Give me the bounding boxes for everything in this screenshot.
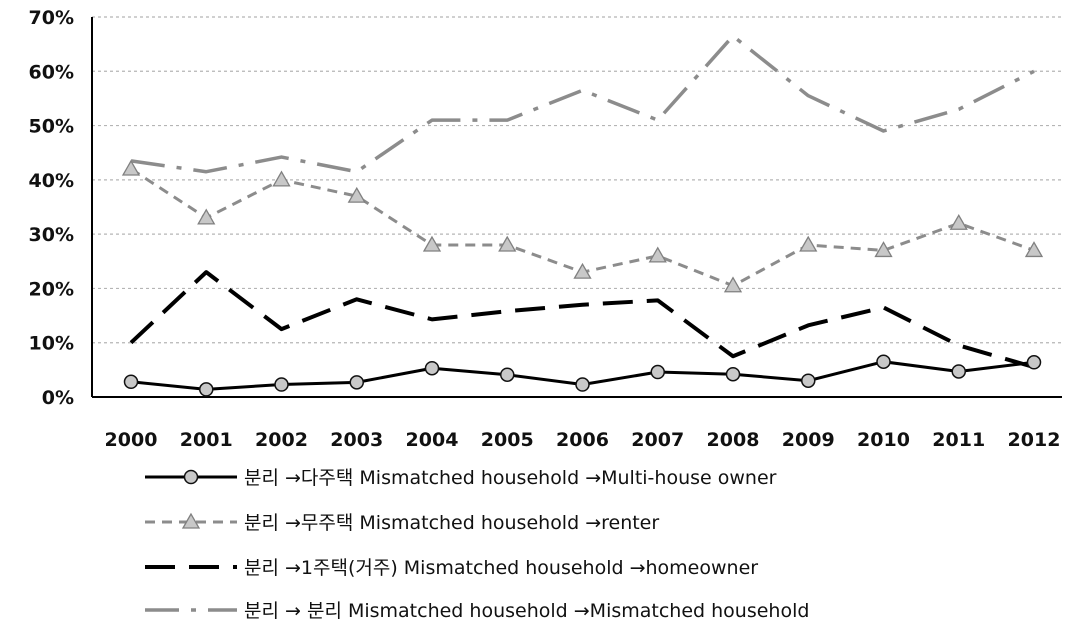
data-point [272, 170, 291, 187]
data-point-legend [183, 469, 199, 485]
series-line [130, 34, 1035, 174]
series-2 [121, 159, 1044, 293]
x-tick-label: 2001 [180, 429, 233, 451]
data-point [424, 360, 440, 376]
x-tick-label: 2010 [857, 429, 910, 451]
data-point [1026, 355, 1042, 370]
x-tick-label: 2009 [782, 429, 835, 451]
data-point-legend [181, 512, 201, 529]
x-tick-labels: 2000 2001 2002 2003 2004 2005 2006 2007 2008 2009… [105, 429, 1061, 451]
data-point [801, 373, 816, 388]
y-tick-label: 10% [29, 333, 74, 355]
x-tick-label: 2004 [406, 429, 459, 451]
y-tick-label: 20% [29, 278, 74, 300]
x-tick-label: 2000 [105, 429, 158, 451]
legend-item: 분리 →1주택(거주) Mismatched household →homeow… [145, 557, 758, 579]
y-tick-label: 50% [29, 116, 74, 138]
data-point [575, 377, 590, 392]
data-point [799, 235, 818, 252]
data-point [347, 186, 366, 203]
data-point [349, 375, 364, 390]
legend-item: 분리 → 분리 Mismatched household →Mismatched… [145, 600, 809, 622]
data-point [1024, 241, 1044, 258]
x-tick-label: 2003 [330, 429, 383, 451]
data-point [949, 213, 968, 230]
series-line [129, 270, 1035, 370]
series-group [121, 34, 1044, 397]
data-point [723, 276, 743, 293]
y-tick-labels: 0% 10% 20% 30% 40% 50% 60% 70% [29, 7, 74, 409]
y-tick-label: 70% [29, 7, 74, 29]
legend-label: 분리 →1주택(거주) Mismatched household →homeow… [244, 557, 758, 579]
legend-item: 분리 →무주택 Mismatched household →renter [145, 512, 659, 534]
legend-label: 분리 →무주택 Mismatched household →renter [244, 512, 659, 534]
x-tick-label: 2005 [481, 429, 534, 451]
y-tick-label: 40% [29, 170, 74, 192]
x-tick-label: 2007 [631, 429, 684, 451]
series-3 [129, 270, 1035, 370]
y-tick-label: 30% [29, 224, 74, 246]
series-1 [123, 354, 1042, 397]
x-tick-label: 2011 [932, 429, 985, 451]
series-4 [130, 34, 1035, 174]
data-point [876, 354, 891, 369]
data-point [650, 364, 665, 380]
data-point [121, 159, 141, 176]
x-tick-label: 2008 [707, 429, 760, 451]
y-tick-label: 0% [42, 387, 74, 409]
data-point [422, 235, 442, 252]
y-tick-label: 60% [29, 61, 74, 83]
x-tick-label: 2012 [1008, 429, 1061, 451]
data-point [725, 366, 741, 382]
data-point [500, 367, 515, 382]
data-point [951, 364, 966, 379]
data-point [648, 246, 667, 263]
legend-label: 분리 →다주택 Mismatched household →Multi-hous… [244, 467, 777, 489]
data-point [573, 262, 592, 279]
data-point [199, 382, 214, 397]
x-tick-label: 2002 [255, 429, 308, 451]
data-point [123, 374, 139, 390]
data-point [874, 241, 893, 258]
legend-item: 분리 →다주택 Mismatched household →Multi-hous… [145, 467, 777, 489]
data-point [498, 235, 517, 252]
x-tick-label: 2006 [556, 429, 609, 451]
data-point [274, 377, 289, 392]
legend: 분리 →다주택 Mismatched household →Multi-hous… [145, 467, 809, 622]
legend-label: 분리 → 분리 Mismatched household →Mismatched… [244, 600, 809, 622]
data-point [197, 208, 216, 225]
